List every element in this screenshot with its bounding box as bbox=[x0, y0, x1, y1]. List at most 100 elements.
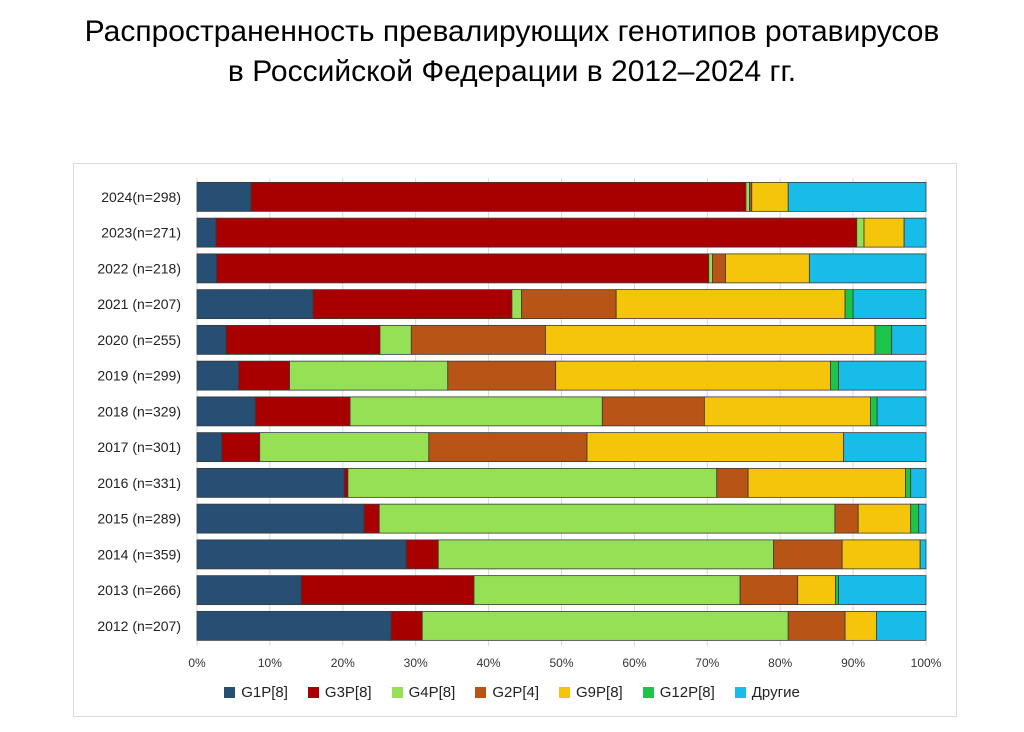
bar-segment-g1p-8- bbox=[196, 289, 314, 320]
category-label: 2023(n=271) bbox=[101, 225, 181, 241]
x-tick-label: 50% bbox=[549, 656, 573, 670]
chart-title: Распространенность превалирующих генотип… bbox=[0, 12, 1024, 92]
bar-segment-g1p-8- bbox=[196, 575, 302, 606]
x-tick-label: 40% bbox=[477, 656, 501, 670]
category-label: 2014 (n=359) bbox=[97, 546, 181, 562]
bar-segment-g1p-8- bbox=[196, 503, 365, 534]
category-label: 2015 (n=289) bbox=[97, 511, 181, 527]
legend-swatch bbox=[224, 687, 236, 698]
bar-segment-g2p-4- bbox=[787, 610, 846, 641]
x-tick-label: 10% bbox=[258, 656, 282, 670]
category-label: 2017 (n=301) bbox=[97, 439, 181, 455]
x-tick-label: 70% bbox=[695, 656, 719, 670]
bar-segment-другие bbox=[919, 539, 927, 570]
bar-segment-g12p-8- bbox=[910, 503, 920, 534]
bar-segment-g1p-8- bbox=[196, 217, 217, 248]
bar-segment-g4p-8- bbox=[745, 181, 750, 212]
bar-segment-g1p-8- bbox=[196, 432, 223, 463]
legend-item: G3P[8] bbox=[307, 684, 372, 701]
legend: G1P[8] G3P[8] G4P[8] G2P[4] G9P[8] G12P[8] Дру… bbox=[0, 684, 1024, 701]
legend-item: Другие bbox=[734, 684, 800, 701]
chart-frame bbox=[73, 163, 957, 717]
legend-label: G1P[8] bbox=[241, 684, 288, 701]
x-tick-label: 60% bbox=[622, 656, 646, 670]
legend-label: G9P[8] bbox=[576, 684, 623, 701]
bar-segment-другие bbox=[876, 396, 927, 427]
bar-segment-g3p-8- bbox=[390, 610, 423, 641]
bar-segment-g4p-8- bbox=[259, 432, 430, 463]
bar-segment-g4p-8- bbox=[349, 396, 603, 427]
chart-title-line2: в Российской Федерации в 2012–2024 гг. bbox=[227, 55, 797, 88]
bar-segment-g1p-8- bbox=[196, 396, 256, 427]
bar-segment-g1p-8- bbox=[196, 360, 239, 391]
bar-segment-другие bbox=[918, 503, 927, 534]
x-tick-label: 20% bbox=[331, 656, 355, 670]
legend-swatch bbox=[559, 687, 571, 698]
legend-swatch bbox=[475, 687, 487, 698]
bar-segment-g2p-4- bbox=[712, 253, 726, 284]
category-label: 2012 (n=207) bbox=[97, 618, 181, 634]
bar-segment-g3p-8- bbox=[238, 360, 290, 391]
bar-segment-g9p-8- bbox=[863, 217, 905, 248]
legend-swatch bbox=[391, 687, 403, 698]
bar-segment-g3p-8- bbox=[405, 539, 439, 570]
bar-segment-другие bbox=[910, 467, 927, 498]
x-tick-label: 80% bbox=[768, 656, 792, 670]
bar-segment-g3p-8- bbox=[363, 503, 380, 534]
category-label: 2021 (n=207) bbox=[97, 296, 181, 312]
bar-segment-g12p-8- bbox=[844, 289, 854, 320]
bar-segment-g3p-8- bbox=[300, 575, 475, 606]
x-tick-label: 90% bbox=[841, 656, 865, 670]
bar-segment-g4p-8- bbox=[437, 539, 775, 570]
category-label: 2022 (n=218) bbox=[97, 260, 181, 276]
bar-segment-другие bbox=[843, 432, 927, 463]
bar-segment-g2p-4- bbox=[716, 467, 749, 498]
category-label: 2020 (n=255) bbox=[97, 332, 181, 348]
bar-segment-g1p-8- bbox=[196, 539, 407, 570]
bar-segment-g4p-8- bbox=[421, 610, 789, 641]
bar-segment-g9p-8- bbox=[841, 539, 921, 570]
bar-segment-g9p-8- bbox=[797, 575, 837, 606]
bar-segment-g1p-8- bbox=[196, 467, 345, 498]
bar-segment-g4p-8- bbox=[473, 575, 741, 606]
bar-segment-g3p-8- bbox=[343, 467, 349, 498]
x-tick-label: 0% bbox=[188, 656, 206, 670]
legend-label: G12P[8] bbox=[659, 684, 715, 701]
bar-segment-g3p-8- bbox=[216, 253, 710, 284]
category-label: 2019 (n=299) bbox=[97, 368, 181, 384]
bar-segment-g2p-4- bbox=[428, 432, 588, 463]
bar-segment-другие bbox=[808, 253, 927, 284]
bar-segment-g9p-8- bbox=[751, 181, 789, 212]
bar-segment-g9p-8- bbox=[555, 360, 831, 391]
legend-swatch bbox=[642, 687, 654, 698]
bar-segment-g2p-4- bbox=[773, 539, 843, 570]
bar-segment-g2p-4- bbox=[834, 503, 859, 534]
bar-segment-g3p-8- bbox=[221, 432, 261, 463]
category-label: 2013 (n=266) bbox=[97, 582, 181, 598]
bar-segment-g9p-8- bbox=[844, 610, 877, 641]
legend-label: Другие bbox=[751, 684, 800, 701]
legend-item: G4P[8] bbox=[391, 684, 455, 701]
legend-swatch bbox=[307, 687, 319, 698]
bar-segment-g9p-8- bbox=[747, 467, 906, 498]
x-tick-label: 100% bbox=[911, 656, 942, 670]
bar-segment-g12p-8- bbox=[874, 324, 893, 355]
bar-segment-другие bbox=[903, 217, 927, 248]
bar-segment-g4p-8- bbox=[347, 467, 718, 498]
bar-segment-g12p-8- bbox=[830, 360, 839, 391]
legend-swatch bbox=[734, 687, 746, 698]
legend-item: G12P[8] bbox=[642, 684, 715, 701]
bar-segment-g3p-8- bbox=[250, 181, 747, 212]
bar-segment-g9p-8- bbox=[725, 253, 810, 284]
bar-segment-g9p-8- bbox=[703, 396, 871, 427]
bar-segment-g1p-8- bbox=[196, 181, 252, 212]
bar-segment-другие bbox=[891, 324, 927, 355]
legend-label: G3P[8] bbox=[324, 684, 372, 701]
bar-segment-g4p-8- bbox=[379, 324, 412, 355]
bar-segment-g9p-8- bbox=[545, 324, 876, 355]
bar-segment-другие bbox=[838, 360, 927, 391]
bar-segment-g4p-8- bbox=[511, 289, 522, 320]
bar-segment-g2p-4- bbox=[410, 324, 546, 355]
bar-segment-g2p-4- bbox=[739, 575, 799, 606]
bar-segment-g1p-8- bbox=[196, 324, 227, 355]
